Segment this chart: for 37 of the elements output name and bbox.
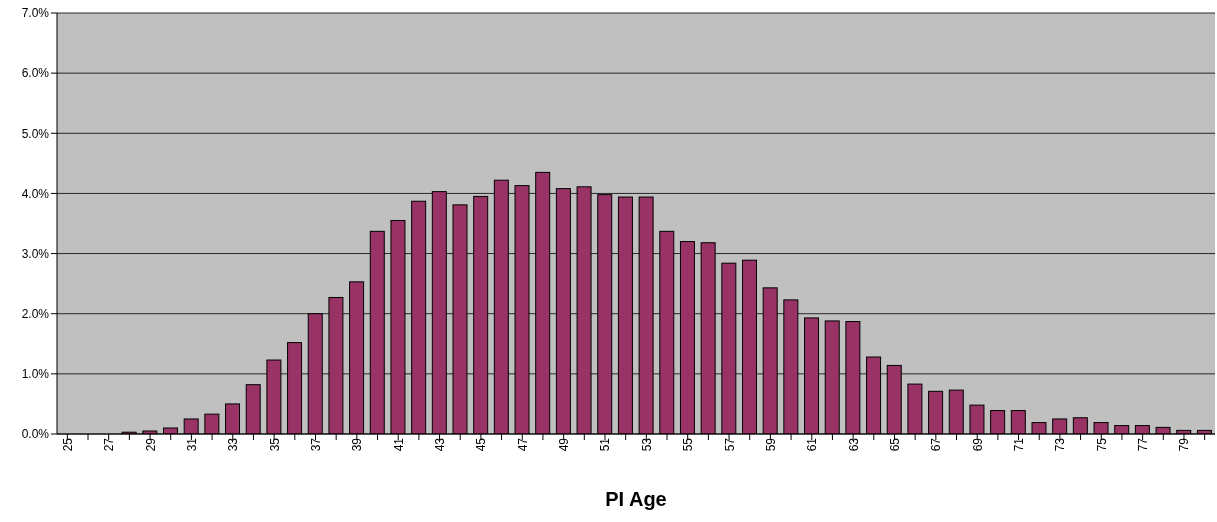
x-tick-label: 25 — [60, 437, 75, 452]
x-tick-label: 27 — [102, 437, 117, 452]
y-tick-label: 1.0% — [21, 367, 50, 382]
x-tick-label: 61 — [805, 437, 820, 452]
y-tick-label: 4.0% — [21, 186, 50, 201]
x-tick-label: 49 — [557, 437, 572, 452]
y-tick-label: 5.0% — [21, 126, 50, 141]
x-tick-label: 65 — [888, 437, 902, 452]
x-tick-label: 55 — [681, 437, 696, 452]
x-tick-label: 37 — [309, 437, 323, 452]
x-tick-label: 73 — [1053, 437, 1068, 452]
x-tick-label: 47 — [515, 437, 530, 452]
x-tick-label: 45 — [474, 437, 489, 452]
x-tick-label: 71 — [1012, 437, 1027, 452]
x-tick-label: 41 — [391, 437, 406, 452]
x-tick-label: 75 — [1094, 437, 1109, 452]
x-axis-title: PI Age — [605, 488, 667, 510]
x-tick-label: 67 — [929, 437, 944, 452]
x-tick-label: 77 — [1136, 437, 1151, 452]
x-tick-label: 33 — [226, 437, 241, 452]
x-tick-label: 29 — [143, 437, 158, 452]
y-tick-label: 6.0% — [21, 66, 50, 81]
y-tick-label: 0.0% — [21, 427, 50, 442]
x-tick-label: 53 — [639, 437, 654, 452]
x-tick-label: 57 — [722, 437, 737, 452]
x-tick-label: 31 — [184, 437, 199, 452]
x-tick-label: 63 — [846, 437, 861, 452]
x-tick-label: 43 — [433, 437, 448, 452]
x-tick-label: 35 — [267, 437, 282, 452]
y-tick-label: 2.0% — [21, 306, 50, 321]
y-tick-label: 7.0% — [21, 6, 50, 21]
x-tick-label: 59 — [763, 437, 778, 452]
y-tick-label: 3.0% — [21, 246, 50, 261]
x-tick-label: 79 — [1177, 437, 1192, 452]
x-tick-label: 39 — [350, 437, 365, 452]
x-tick-label: 51 — [598, 437, 613, 452]
x-tick-label: 69 — [970, 437, 985, 452]
